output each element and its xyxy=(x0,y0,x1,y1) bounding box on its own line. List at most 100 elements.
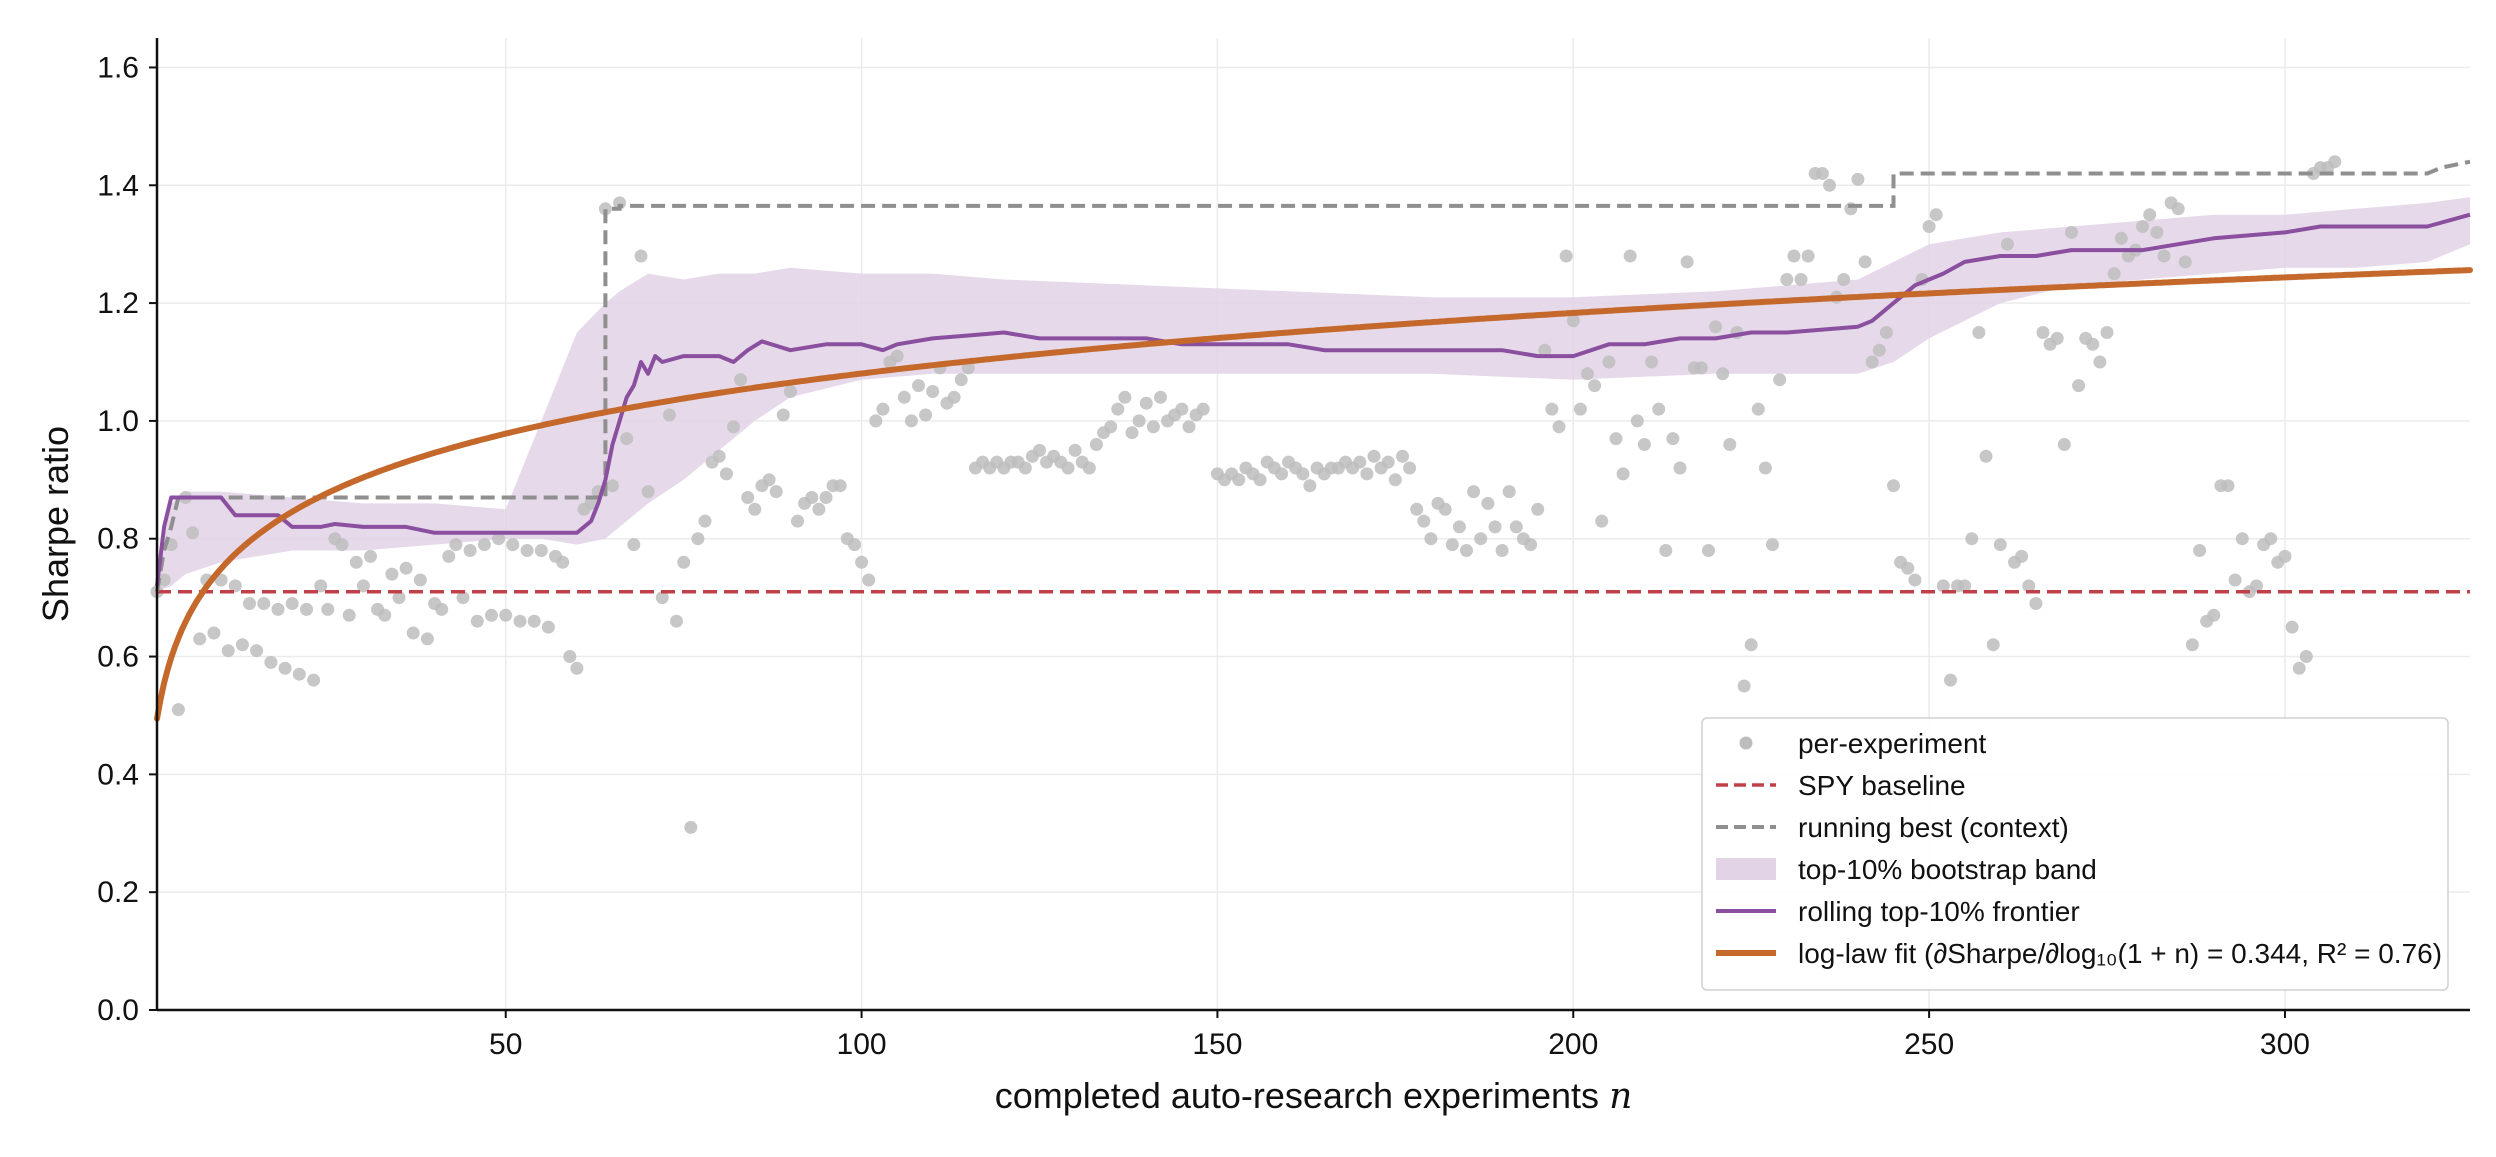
experiment-point xyxy=(2072,379,2086,393)
experiment-point xyxy=(1125,426,1139,440)
experiment-point xyxy=(1403,461,1417,475)
experiment-point xyxy=(1396,449,1409,463)
experiment-point xyxy=(684,820,698,834)
experiment-point xyxy=(1993,538,2007,552)
legend-label-per-experiment: per-experiment xyxy=(1798,728,1987,759)
experiment-point xyxy=(2100,326,2114,339)
experiment-point xyxy=(1467,485,1481,499)
experiment-point xyxy=(919,408,933,422)
experiment-point xyxy=(1694,361,1708,375)
experiment-point xyxy=(869,414,883,428)
experiment-point xyxy=(257,597,271,610)
experiment-point xyxy=(1545,402,1559,416)
experiment-point xyxy=(1303,479,1317,493)
experiment-point xyxy=(2264,532,2278,546)
experiment-point xyxy=(1709,320,1723,334)
experiment-point xyxy=(1944,673,1957,687)
experiment-point xyxy=(193,632,207,646)
experiment-point xyxy=(1837,273,1851,286)
experiment-point xyxy=(1175,402,1189,416)
experiment-point xyxy=(1766,538,1779,552)
experiment-point xyxy=(584,496,598,510)
experiment-point xyxy=(1139,396,1153,410)
experiment-point xyxy=(2157,249,2171,263)
experiment-point xyxy=(1823,178,1836,192)
experiment-point xyxy=(1630,414,1644,428)
experiment-point xyxy=(243,597,256,610)
experiment-point xyxy=(556,555,570,569)
experiment-point xyxy=(677,555,691,569)
experiment-point xyxy=(1972,326,1986,339)
experiment-point xyxy=(1595,514,1609,528)
experiment-point xyxy=(1965,532,1979,546)
experiment-point xyxy=(2171,202,2185,216)
experiment-point xyxy=(862,573,876,587)
experiment-point xyxy=(926,385,940,398)
experiment-point xyxy=(264,655,278,669)
experiment-point xyxy=(534,544,548,557)
experiment-point xyxy=(307,673,321,687)
y-tick-label: 0.6 xyxy=(97,641,139,674)
experiment-point xyxy=(1787,249,1801,263)
experiment-point xyxy=(1460,544,1473,557)
experiment-point xyxy=(2250,579,2263,593)
experiment-point xyxy=(1154,390,1167,404)
experiment-point xyxy=(1353,455,1367,469)
experiment-point xyxy=(2065,225,2078,239)
experiment-point xyxy=(477,538,491,552)
experiment-point xyxy=(456,591,470,605)
y-tick-label: 0.4 xyxy=(97,758,139,791)
experiment-point xyxy=(1566,314,1580,328)
experiment-point xyxy=(1609,432,1623,446)
experiment-point xyxy=(634,249,648,263)
experiment-point xyxy=(1474,532,1488,546)
experiment-point xyxy=(2143,208,2157,222)
experiment-point xyxy=(598,202,612,216)
experiment-point xyxy=(1438,502,1452,516)
experiment-point xyxy=(399,561,413,575)
experiment-point xyxy=(627,538,641,552)
experiment-point xyxy=(855,555,869,569)
experiment-point xyxy=(1936,579,1950,593)
experiment-point xyxy=(1908,573,1922,587)
experiment-point xyxy=(2015,549,2029,563)
experiment-point xyxy=(1559,249,1573,263)
experiment-point xyxy=(762,473,776,487)
experiment-point xyxy=(463,544,477,557)
experiment-point xyxy=(1452,520,1466,534)
experiment-point xyxy=(1773,373,1787,387)
experiment-point xyxy=(385,567,399,581)
legend-box xyxy=(1701,717,2449,991)
experiment-point xyxy=(1182,420,1196,434)
experiment-point xyxy=(1524,538,1538,552)
experiment-point xyxy=(271,602,285,616)
fit-layer xyxy=(154,267,2473,722)
experiment-point xyxy=(691,532,705,546)
experiment-point xyxy=(2029,597,2043,610)
experiment-point xyxy=(1495,544,1509,557)
y-tick-label: 0.0 xyxy=(97,994,139,1027)
experiment-point xyxy=(1659,544,1673,557)
x-axis-variable: n xyxy=(1609,1076,1632,1117)
experiment-point xyxy=(819,491,833,504)
experiment-point xyxy=(2093,355,2107,369)
experiment-point xyxy=(655,591,669,605)
experiment-point xyxy=(1751,402,1765,416)
experiment-point xyxy=(2178,255,2192,269)
legend-label-baseline: SPY baseline xyxy=(1798,770,1966,801)
experiment-point xyxy=(349,555,363,569)
y-tick-label: 0.8 xyxy=(97,523,139,556)
experiment-point xyxy=(727,420,740,434)
experiment-point xyxy=(1865,355,1879,369)
x-axis-title: completed auto-research experiments n xyxy=(995,1075,1633,1117)
experiment-point xyxy=(698,514,712,528)
experiment-point xyxy=(250,644,264,658)
experiment-point xyxy=(670,614,683,628)
experiment-point xyxy=(228,579,242,593)
experiment-point xyxy=(776,408,790,422)
experiment-point xyxy=(876,402,890,416)
experiment-point xyxy=(1253,473,1267,487)
experiment-point xyxy=(292,667,306,681)
experiment-point xyxy=(1132,414,1146,428)
